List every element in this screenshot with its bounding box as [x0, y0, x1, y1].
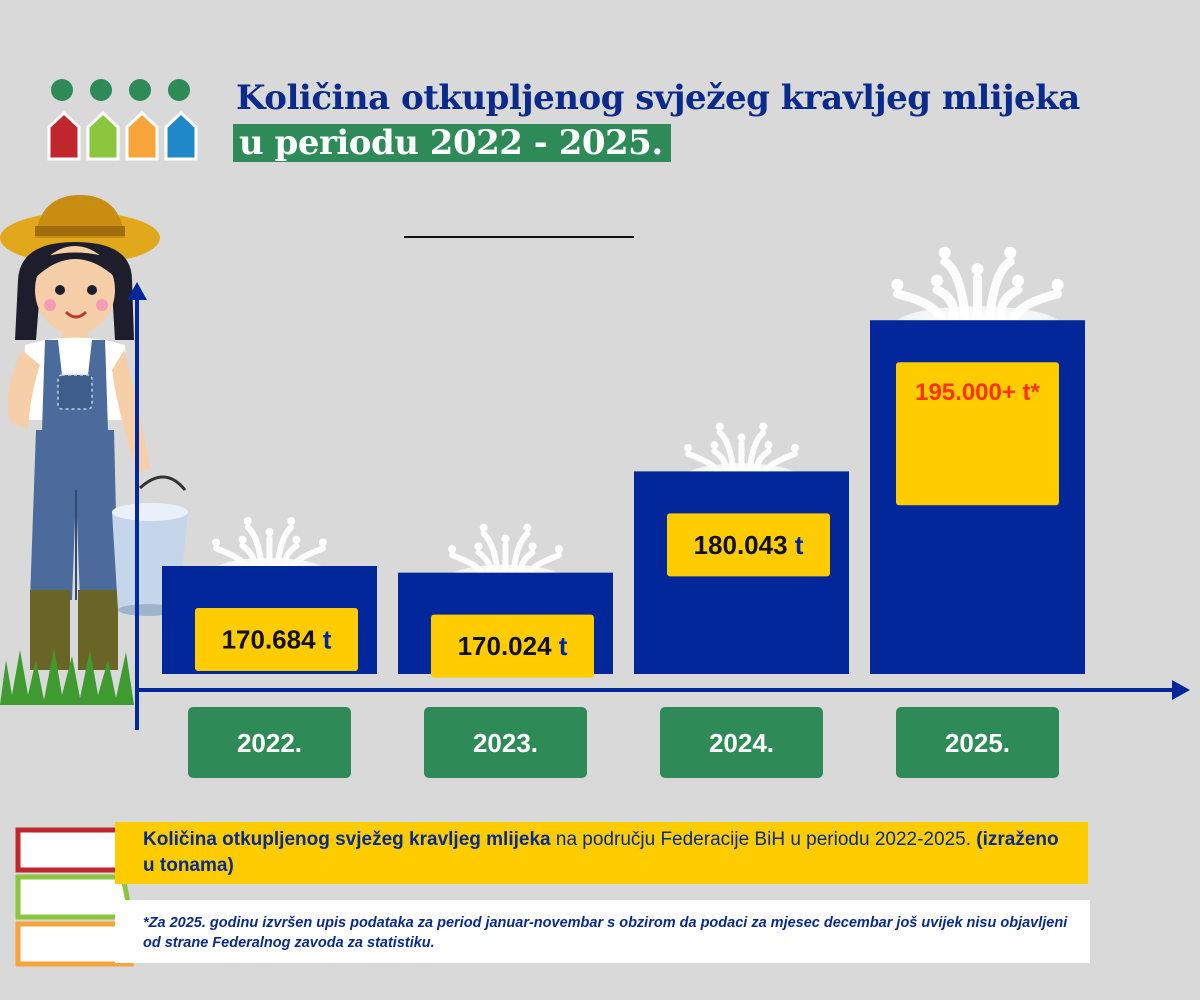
logo-houses — [47, 110, 198, 161]
value-label-box — [431, 614, 594, 678]
value-label-box — [195, 608, 358, 672]
caption-bold-suffix: (izraženo u tonama) — [143, 829, 1059, 876]
farmer-girl-illustration-icon — [0, 195, 188, 705]
decorative-rule — [404, 236, 634, 238]
axes — [127, 282, 1190, 730]
year-tick-label: 2023. — [473, 728, 538, 758]
year-tick-label: 2024. — [709, 728, 774, 758]
value-labels-layer: 170.684 t 170.024 t 180.043 t 195.000+ t* — [195, 362, 1059, 678]
footnote-text: *Za 2025. godinu izvršen upis podataka z… — [143, 915, 1068, 951]
caption-bold: Količina otkupljenog svježeg kravljeg ml… — [143, 829, 551, 850]
colored-tab-outline-icon — [15, 827, 139, 967]
caption-box: Količina otkupljenog svježeg kravljeg ml… — [115, 822, 1088, 884]
page-title: Količina otkupljenog svježeg kravljeg ml… — [236, 78, 1080, 118]
year-tick-box — [896, 707, 1059, 778]
year-tick-box — [660, 707, 823, 778]
logo-four-houses-icon — [47, 79, 198, 161]
caption-text: Količina otkupljenog svježeg kravljeg ml… — [143, 827, 1063, 879]
y-axis-arrow-icon — [127, 282, 147, 300]
value-label: 170.024 t — [458, 631, 568, 661]
year-tick-label: 2022. — [237, 728, 302, 758]
value-label: 180.043 t — [694, 530, 804, 560]
value-label-box — [667, 513, 830, 577]
year-tick-box — [424, 707, 587, 778]
x-tick-labels-layer: 2022. 2023. 2024. 2025. — [188, 707, 1059, 778]
year-tick-label: 2025. — [945, 728, 1010, 758]
value-label-box — [896, 362, 1059, 506]
logo-dots — [51, 79, 190, 101]
value-label: 170.684 t — [222, 625, 332, 655]
value-label: 195.000+ t* — [915, 379, 1040, 406]
year-tick-box — [188, 707, 351, 778]
caption-normal: na području Federacije BiH u periodu 202… — [550, 829, 977, 850]
footnote-box: *Za 2025. godinu izvršen upis podataka z… — [115, 900, 1090, 963]
page-subtitle: u periodu 2022 - 2025. — [233, 124, 671, 162]
x-axis-arrow-icon — [1172, 680, 1190, 700]
